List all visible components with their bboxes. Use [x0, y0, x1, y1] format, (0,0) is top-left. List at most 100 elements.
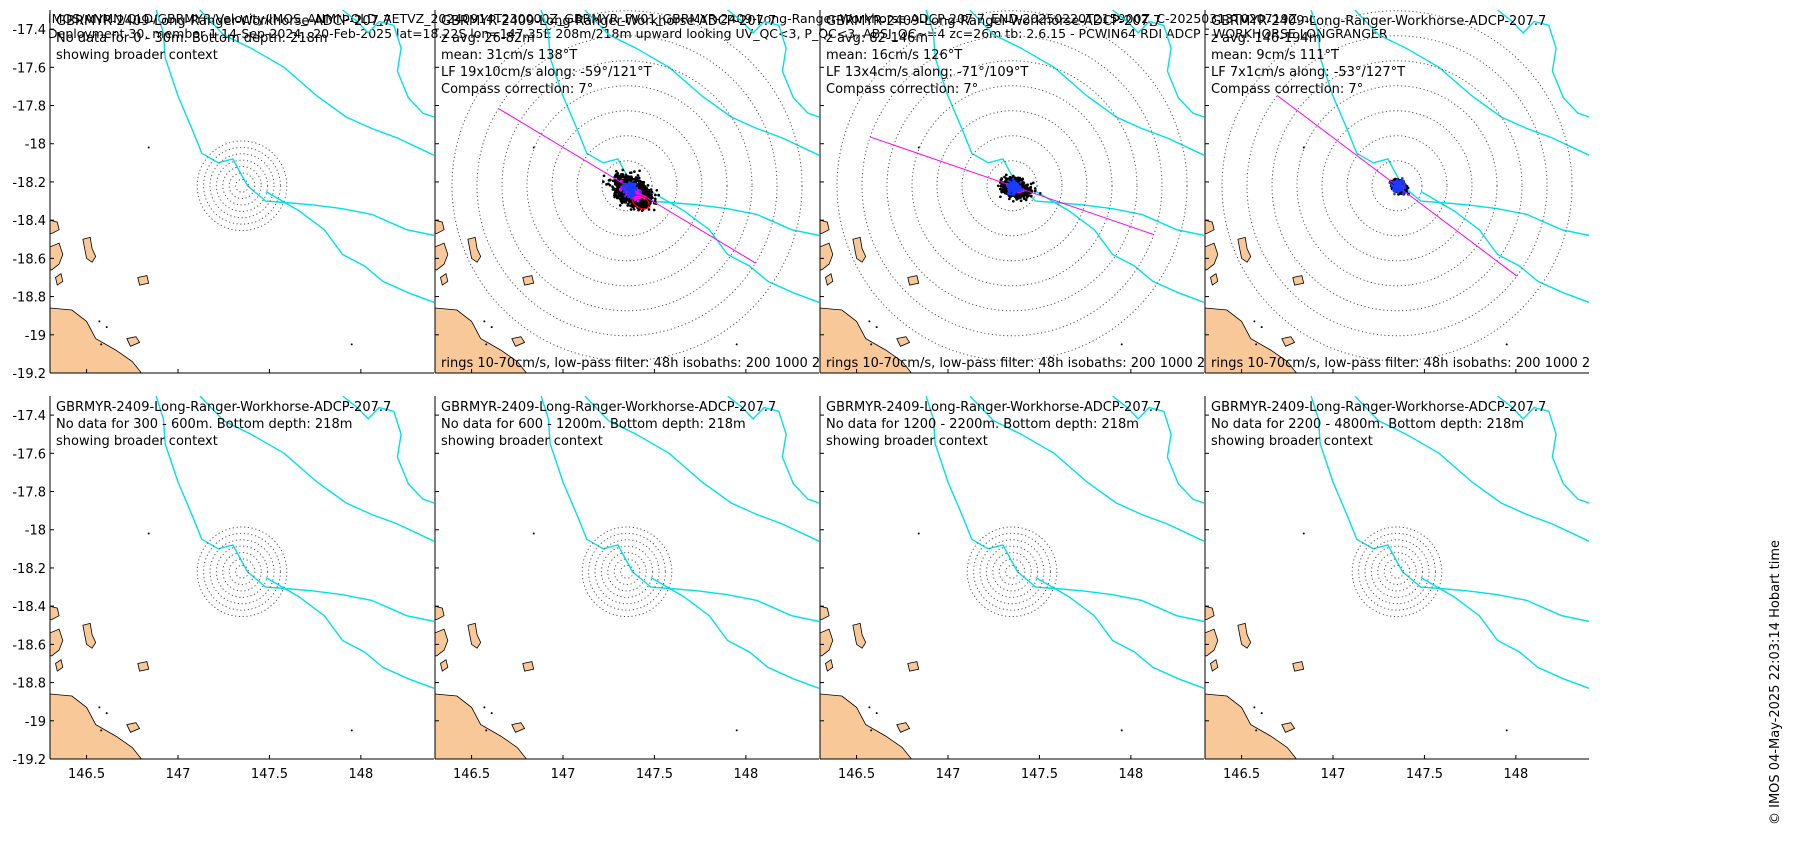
y-tick-label: -18.2	[12, 176, 46, 191]
speed-ring-40	[1296, 85, 1498, 287]
y-tick-label: -18.8	[12, 291, 46, 306]
isobath-line-0	[1310, 10, 1589, 237]
obs-point	[642, 205, 646, 208]
obs-point	[655, 188, 659, 192]
isobath-line-1	[584, 10, 819, 156]
mean-point	[626, 187, 629, 190]
panel-footer: rings 10-70cm/s, low-pass filter: 48h is…	[826, 356, 1267, 371]
panel-footer: rings 10-70cm/s, low-pass filter: 48h is…	[441, 356, 882, 371]
panel-p1: GBRMYR-2409-Long-Ranger-Workhorse-ADCP-2…	[12, 10, 434, 382]
obs-point	[1003, 175, 1006, 179]
mean-point	[635, 186, 639, 190]
obs-point	[616, 172, 620, 175]
mean-point	[623, 194, 627, 198]
speed-ring-10	[986, 160, 1038, 212]
obs-point	[1000, 177, 1004, 181]
isobath-line-2	[1497, 10, 1589, 118]
obs-point	[637, 176, 641, 180]
speed-ring-40	[526, 85, 728, 287]
obs-point	[1033, 187, 1037, 190]
obs-point	[1029, 186, 1032, 190]
obs-point	[619, 176, 623, 179]
panel-annotation-2: mean: 16cm/s 126°T	[826, 48, 962, 63]
panel-annotation-1: z avg: 26-82m	[441, 31, 535, 46]
mean-point	[1009, 180, 1012, 184]
obs-point	[625, 174, 628, 178]
obs-point	[644, 191, 648, 194]
reef-4	[485, 343, 488, 346]
reef-4	[870, 343, 873, 346]
island-0	[1205, 242, 1219, 271]
mean-point	[1018, 186, 1022, 190]
isobath-line-3	[265, 190, 434, 303]
obs-point	[629, 204, 633, 208]
isobath-line-3	[1420, 190, 1589, 303]
panel-title: GBRMYR-2409-Long-Ranger-Workhorse-ADCP-2…	[441, 14, 776, 29]
reef-0	[1302, 146, 1305, 149]
land-mainland	[435, 307, 527, 373]
panel-annotation-2: showing broader context	[56, 48, 218, 63]
obs-point	[632, 178, 636, 181]
mean-point	[629, 182, 633, 186]
reef-1	[735, 343, 738, 346]
obs-point	[1024, 198, 1028, 202]
obs-point	[632, 207, 636, 211]
panel-title: GBRMYR-2409-Long-Ranger-Workhorse-ADCP-2…	[56, 14, 391, 29]
obs-point	[999, 188, 1003, 191]
speed-ring-70	[196, 140, 288, 232]
obs-point	[634, 179, 638, 182]
plot-area: rings 10-70cm/s, low-pass filter: 48h is…	[820, 10, 1267, 373]
obs-point	[650, 193, 653, 196]
obs-point	[622, 179, 626, 183]
speed-ring-60	[203, 146, 281, 225]
reef-0	[917, 146, 920, 149]
isobath-line-2	[1112, 10, 1204, 118]
reef-1	[1505, 343, 1508, 346]
y-tick-label: -17.4	[12, 23, 46, 38]
mean-point	[1015, 190, 1018, 194]
obs-point	[618, 204, 622, 207]
y-tick-label: -19	[25, 329, 46, 344]
obs-point	[638, 169, 641, 173]
figure-subtitle: Deployment 30, member 1 14-Sep-2024...20…	[48, 26, 1388, 41]
obs-point	[617, 190, 620, 194]
island-1	[82, 236, 97, 263]
obs-point	[653, 193, 657, 197]
obs-point	[620, 200, 624, 204]
reef-2	[868, 320, 871, 323]
obs-point	[637, 208, 640, 212]
reef-0	[532, 146, 535, 149]
obs-point	[636, 174, 640, 177]
obs-point	[653, 197, 657, 201]
mean-point	[1009, 182, 1012, 186]
island-3	[907, 275, 920, 286]
speed-ring-30	[222, 166, 262, 206]
obs-point	[614, 188, 618, 191]
reef-1	[350, 343, 353, 346]
obs-point	[622, 200, 626, 204]
obs-point	[1017, 197, 1020, 200]
panel-title: GBRMYR-2409-Long-Ranger-Workhorse-ADCP-2…	[826, 14, 1161, 29]
mean-point	[1014, 181, 1018, 185]
obs-point	[1004, 173, 1008, 177]
speed-ring-20	[1346, 135, 1448, 237]
figure-filename: IMOS/ANMN/QLD/GBRMYR/Velocity/IMOS_ANMN-…	[48, 11, 1316, 26]
panel-annotation-4: Compass correction: 7°	[826, 82, 978, 97]
obs-point	[602, 174, 606, 178]
obs-point	[1008, 197, 1011, 201]
panel-annotation-1: z avg: 82-146m	[826, 31, 928, 46]
obs-point	[657, 193, 661, 197]
isobath-line-3	[1035, 190, 1204, 303]
obs-point	[999, 184, 1003, 188]
obs-point	[629, 178, 633, 182]
island-1	[467, 236, 482, 263]
panel-p4: rings 10-70cm/s, low-pass filter: 48h is…	[1204, 10, 1589, 374]
mean-point	[1007, 188, 1010, 191]
panel-p2: rings 10-70cm/s, low-pass filter: 48h is…	[434, 10, 882, 374]
obs-point	[649, 188, 653, 191]
panel-annotation-4: Compass correction: 7°	[441, 82, 593, 97]
plot-area: rings 10-70cm/s, low-pass filter: 48h is…	[1205, 10, 1589, 373]
mean-point	[1012, 192, 1015, 195]
y-tick-label: -17.6	[12, 61, 46, 76]
